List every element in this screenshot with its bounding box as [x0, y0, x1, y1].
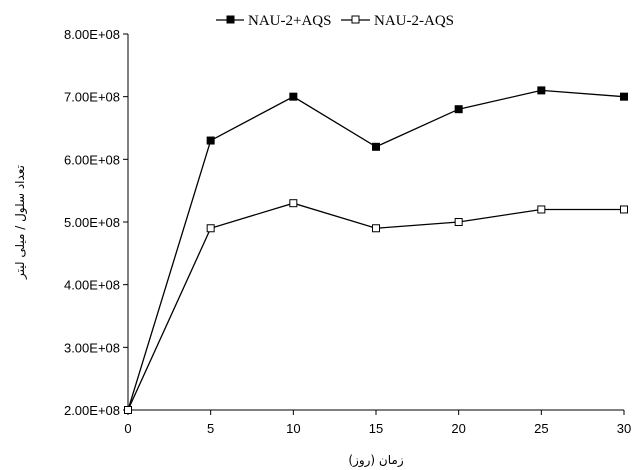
series-1-point	[537, 86, 546, 95]
x-tick-label: 5	[207, 421, 214, 436]
y-tick-label: 8.00E+08	[64, 27, 120, 42]
x-tick-label: 25	[534, 421, 548, 436]
plot-area	[124, 86, 628, 414]
y-tick-label: 5.00E+08	[64, 215, 120, 230]
series-2-point	[620, 205, 628, 214]
y-tick-label: 6.00E+08	[64, 152, 120, 167]
series-1-point	[206, 136, 215, 145]
series-2-point	[289, 199, 298, 208]
series-2-point	[124, 406, 132, 414]
x-tick-label: 30	[617, 421, 631, 436]
x-axis-label: زمان (روز)	[348, 453, 403, 468]
series-1-point	[289, 92, 298, 101]
series-1-point	[372, 142, 380, 151]
series-line-2	[127, 202, 624, 411]
y-tick-label: 7.00E+08	[64, 90, 120, 105]
legend-marker-series-1	[226, 15, 235, 24]
legend-label-series-2: NAU-2-AQS	[374, 13, 454, 29]
legend-marker-series-2	[351, 15, 360, 24]
y-tick-label: 4.00E+08	[64, 278, 120, 293]
y-axis-label: تعداد سلول / میلی لیتر	[13, 165, 28, 280]
x-tick-label: 10	[286, 421, 300, 436]
series-1-point	[454, 105, 463, 114]
y-ticks: 2.00E+08 3.00E+08 4.00E+08 5.00E+08 6.00E+08…	[64, 27, 128, 418]
series-2-point	[537, 205, 546, 214]
series-2-point	[454, 218, 463, 226]
series-1-point	[620, 92, 628, 101]
series-line-1	[127, 89, 625, 411]
legend-label-series-1: NAU-2+AQS	[248, 13, 331, 29]
x-ticks: 0 5 10 15 20 25 30	[124, 410, 631, 436]
y-tick-label: 3.00E+08	[64, 340, 120, 355]
x-tick-label: 20	[451, 421, 465, 436]
y-tick-label: 2.00E+08	[64, 403, 120, 418]
x-tick-label: 15	[369, 421, 383, 436]
series-2-point	[206, 224, 215, 233]
series-2-point	[372, 224, 380, 233]
legend: NAU-2+AQS NAU-2-AQS	[216, 13, 454, 29]
x-tick-label: 0	[124, 421, 131, 436]
